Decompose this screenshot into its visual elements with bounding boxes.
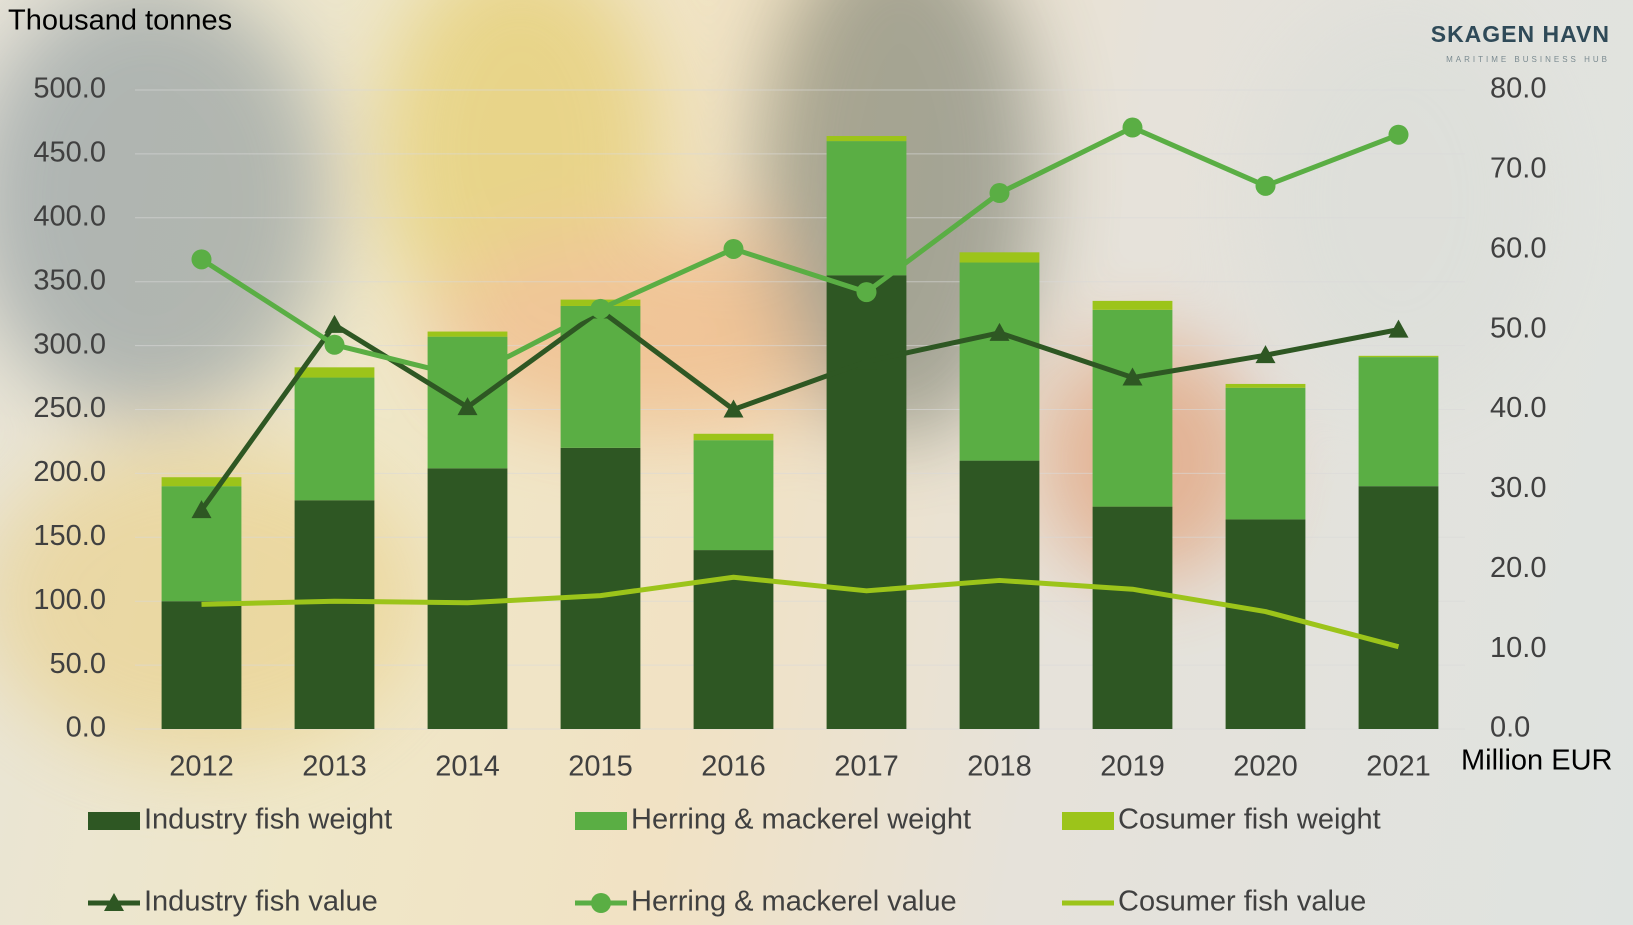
- legend-label: Industry fish value: [144, 886, 378, 918]
- marker: [191, 500, 212, 519]
- legend-label: Cosumer fish weight: [1118, 804, 1381, 836]
- bar: [1225, 519, 1306, 729]
- bar: [1358, 357, 1439, 487]
- x-tick-label: 2014: [435, 751, 500, 783]
- legend-label: Herring & mackerel weight: [631, 804, 971, 836]
- bar: [560, 305, 641, 448]
- marker: [723, 238, 744, 259]
- marker: [324, 334, 345, 355]
- x-tick-label: 2018: [967, 751, 1032, 783]
- marker: [1255, 175, 1276, 196]
- marker: [457, 367, 478, 388]
- y-tick-label: 300.0: [33, 328, 106, 360]
- y-tick-label: 500.0: [33, 73, 106, 105]
- bar: [161, 477, 242, 487]
- legend-marker: [104, 893, 124, 911]
- marker: [1388, 124, 1409, 145]
- x-tick-label: 2016: [701, 751, 766, 783]
- legend-swatch: [1062, 812, 1114, 830]
- bar: [959, 252, 1040, 263]
- y-tick-label: 100.0: [33, 584, 106, 616]
- y-axis-title: Thousand tonnes: [8, 5, 232, 37]
- y-tick-label: 200.0: [33, 456, 106, 488]
- y2-tick-label: 40.0: [1490, 392, 1546, 424]
- bar: [1358, 486, 1439, 729]
- y2-tick-label: 20.0: [1490, 552, 1546, 584]
- marker: [1122, 117, 1143, 138]
- marker: [856, 351, 877, 370]
- bar: [693, 433, 774, 441]
- y-tick-label: 250.0: [33, 392, 106, 424]
- legend-swatch: [575, 812, 627, 830]
- bar: [294, 377, 375, 501]
- y-tick-label: 400.0: [33, 200, 106, 232]
- y2-tick-label: 30.0: [1490, 472, 1546, 504]
- bar: [1225, 387, 1306, 520]
- bar: [1358, 355, 1439, 358]
- y-tick-label: 0.0: [66, 712, 106, 744]
- bar: [1092, 309, 1173, 507]
- x-tick-label: 2019: [1100, 751, 1165, 783]
- bar: [427, 331, 508, 337]
- y-tick-label: 350.0: [33, 264, 106, 296]
- y-tick-label: 450.0: [33, 137, 106, 169]
- line: [200, 125, 1400, 381]
- marker: [191, 249, 212, 270]
- marker: [457, 397, 478, 416]
- logo-title: SKAGEN HAVN: [1431, 21, 1610, 47]
- line: [201, 574, 1400, 650]
- bar: [826, 136, 907, 142]
- bar: [161, 601, 242, 729]
- logo-subtitle: MARITIME BUSINESS HUB: [1446, 55, 1610, 64]
- legend-label: Herring & mackerel value: [631, 886, 957, 918]
- legend-label: Industry fish weight: [144, 804, 392, 836]
- y2-tick-label: 70.0: [1490, 153, 1546, 185]
- y2-tick-label: 10.0: [1490, 632, 1546, 664]
- legend-label: Cosumer fish value: [1118, 886, 1366, 918]
- bar: [959, 460, 1040, 729]
- x-tick-label: 2021: [1366, 751, 1431, 783]
- x-tick-label: 2020: [1233, 751, 1298, 783]
- bar: [826, 141, 907, 276]
- marker: [723, 399, 744, 418]
- y-tick-label: 150.0: [33, 520, 106, 552]
- x-tick-label: 2013: [302, 751, 367, 783]
- bar: [427, 468, 508, 729]
- y2-tick-label: 80.0: [1490, 73, 1546, 105]
- y-tick-label: 50.0: [50, 648, 106, 680]
- y2-tick-label: 0.0: [1490, 712, 1530, 744]
- marker: [1122, 367, 1143, 386]
- bar: [693, 440, 774, 551]
- bar: [294, 367, 375, 378]
- bar: [1092, 300, 1173, 310]
- marker: [856, 282, 877, 303]
- y2-axis-title: Million EUR: [1461, 745, 1612, 777]
- y2-tick-label: 50.0: [1490, 312, 1546, 344]
- legend-marker: [591, 893, 611, 913]
- x-tick-label: 2017: [834, 751, 899, 783]
- marker: [1388, 319, 1409, 338]
- bar: [1092, 506, 1173, 729]
- marker: [1255, 345, 1276, 364]
- bar: [294, 500, 375, 729]
- marker: [324, 314, 345, 333]
- x-tick-label: 2015: [568, 751, 633, 783]
- line: [199, 307, 1399, 512]
- y2-tick-label: 60.0: [1490, 232, 1546, 264]
- marker: [989, 322, 1010, 341]
- bar: [826, 275, 907, 729]
- x-tick-label: 2012: [169, 751, 234, 783]
- bar: [959, 262, 1040, 461]
- marker: [989, 183, 1010, 204]
- bar: [560, 447, 641, 729]
- bar: [1225, 383, 1306, 388]
- legend-swatch: [88, 812, 140, 830]
- marker: [590, 298, 611, 319]
